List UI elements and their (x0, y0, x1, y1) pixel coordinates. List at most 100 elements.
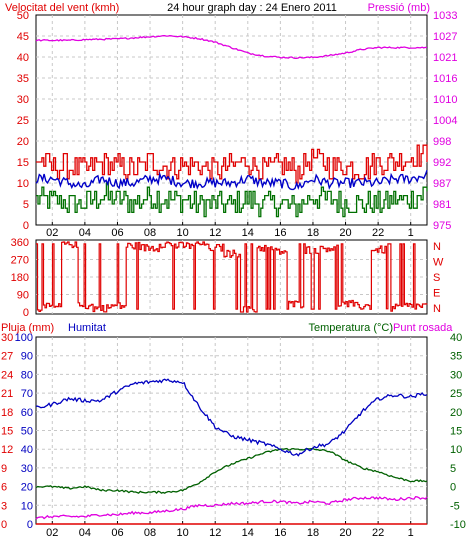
bottom-time-tick-label: 14 (242, 527, 254, 539)
pressure-tick-label: 1027 (433, 31, 457, 43)
temperature-tick-label: -10 (450, 519, 466, 531)
wind-tick-label: 35 (17, 73, 29, 85)
humidity-axis-label: Humitat (68, 322, 106, 334)
rain-tick-label: 9 (1, 463, 7, 475)
rain-tick-label: 15 (1, 426, 13, 438)
rain-tick-label: 18 (1, 407, 13, 419)
bottom-time-tick-label: 06 (111, 527, 123, 539)
rain-tick-label: 24 (1, 369, 13, 381)
top-time-tick-label: 08 (144, 227, 156, 239)
direction-degree-label: 90 (17, 290, 29, 302)
humidity-tick-label: 20 (21, 482, 33, 494)
top-time-tick-label: 22 (372, 227, 384, 239)
top-time-tick-label: 06 (111, 227, 123, 239)
avg-wind-series (35, 170, 428, 191)
humidity-tick-label: 40 (21, 444, 33, 456)
pressure-ticks: 975 981 987 992 998 1004 1010 1016 1021 1027 1033 (433, 10, 457, 232)
direction-compass-label: N (433, 241, 441, 253)
pressure-tick-label: 1004 (433, 115, 457, 127)
pressure-tick-label: 975 (433, 220, 451, 232)
rain-tick-label: 30 (1, 332, 13, 344)
rain-axis-label: Pluja (mm) (1, 322, 54, 334)
wind-tick-label: 40 (17, 52, 29, 64)
wind-tick-label: 20 (17, 136, 29, 148)
bottom-time-tick-label: 08 (144, 527, 156, 539)
rain-tick-label: 6 (1, 482, 7, 494)
wind-tick-label: 15 (17, 157, 29, 169)
temperature-tick-label: 5 (450, 463, 456, 475)
direction-degree-label: 180 (11, 272, 29, 284)
bottom-time-tick-label: 16 (274, 527, 286, 539)
temperature-tick-label: 25 (450, 388, 462, 400)
humidity-tick-label: 50 (21, 426, 33, 438)
temperature-tick-label: 10 (450, 444, 462, 456)
top-time-tick-label: 10 (177, 227, 189, 239)
temperature-ticks: -10 -5 0 5 10 15 20 25 30 35 40 (450, 332, 466, 531)
direction-compass-label: W (433, 257, 444, 269)
rain-tick-label: 27 (1, 351, 13, 363)
temperature-tick-label: 40 (450, 332, 462, 344)
top-time-tick-label: 04 (79, 227, 91, 239)
wind-tick-label: 30 (17, 94, 29, 106)
low-wind-series (36, 182, 428, 218)
bottom-time-tick-label: 22 (372, 527, 384, 539)
direction-degree-ticks: 360 270 180 90 0 (11, 237, 29, 319)
pressure-tick-label: 981 (433, 199, 451, 211)
humidity-tick-label: 30 (21, 463, 33, 475)
top-time-tick-label: 12 (209, 227, 221, 239)
humidity-tick-label: 0 (27, 519, 33, 531)
temperature-tick-label: 30 (450, 369, 462, 381)
wind-speed-axis-label: Velocitat del vent (kmh) (5, 2, 119, 14)
wind-ticks: 0 5 10 15 20 25 30 35 40 45 50 (17, 10, 29, 232)
temperature-tick-label: 35 (450, 351, 462, 363)
top-time-ticks: 02 04 06 08 10 12 14 16 18 20 22 1 (46, 222, 414, 239)
wind-tick-label: 50 (17, 10, 29, 22)
pressure-tick-label: 998 (433, 136, 451, 148)
top-gridlines (36, 15, 427, 225)
direction-degree-label: 360 (11, 237, 29, 249)
bottom-time-tick-label: 20 (339, 527, 351, 539)
top-time-tick-label: 18 (307, 227, 319, 239)
dewpoint-axis-label: Punt rosada (393, 322, 453, 334)
pressure-tick-label: 1010 (433, 94, 457, 106)
direction-compass-label: N (433, 303, 441, 315)
wind-tick-label: 10 (17, 178, 29, 190)
bottom-time-tick-label: 10 (177, 527, 189, 539)
direction-series (36, 241, 428, 313)
direction-compass-label: S (433, 272, 440, 284)
pressure-tick-label: 992 (433, 157, 451, 169)
direction-degree-label: 0 (23, 307, 29, 319)
humidity-series (36, 378, 428, 457)
dewpoint-series (35, 496, 428, 520)
humidity-tick-label: 60 (21, 407, 33, 419)
humidity-tick-label: 100 (15, 332, 33, 344)
gust-wind-series (36, 144, 428, 184)
bottom-time-tick-label: 04 (79, 527, 91, 539)
wind-tick-label: 45 (17, 31, 29, 43)
temperature-tick-label: -5 (450, 500, 460, 512)
wind-tick-label: 0 (23, 220, 29, 232)
bottom-time-tick-label: 1 (408, 527, 414, 539)
bottom-time-ticks: 02 04 06 08 10 12 14 16 18 20 22 1 (46, 521, 414, 539)
top-time-tick-label: 16 (274, 227, 286, 239)
pressure-tick-label: 987 (433, 178, 451, 190)
top-time-tick-label: 1 (408, 227, 414, 239)
pressure-tick-label: 1021 (433, 52, 457, 64)
wind-direction-series (36, 241, 428, 313)
rain-tick-label: 0 (1, 519, 7, 531)
pressure-tick-label: 1016 (433, 73, 457, 85)
bottom-time-tick-label: 12 (209, 527, 221, 539)
temperature-tick-label: 15 (450, 426, 462, 438)
top-time-tick-label: 02 (46, 227, 58, 239)
direction-degree-label: 270 (11, 255, 29, 267)
bottom-time-tick-label: 02 (46, 527, 58, 539)
chart-title: 24 hour graph day : 24 Enero 2011 (167, 2, 337, 14)
pressure-tick-label: 1033 (433, 10, 457, 22)
temperature-axis-label: Temperatura (°C) (309, 322, 393, 334)
